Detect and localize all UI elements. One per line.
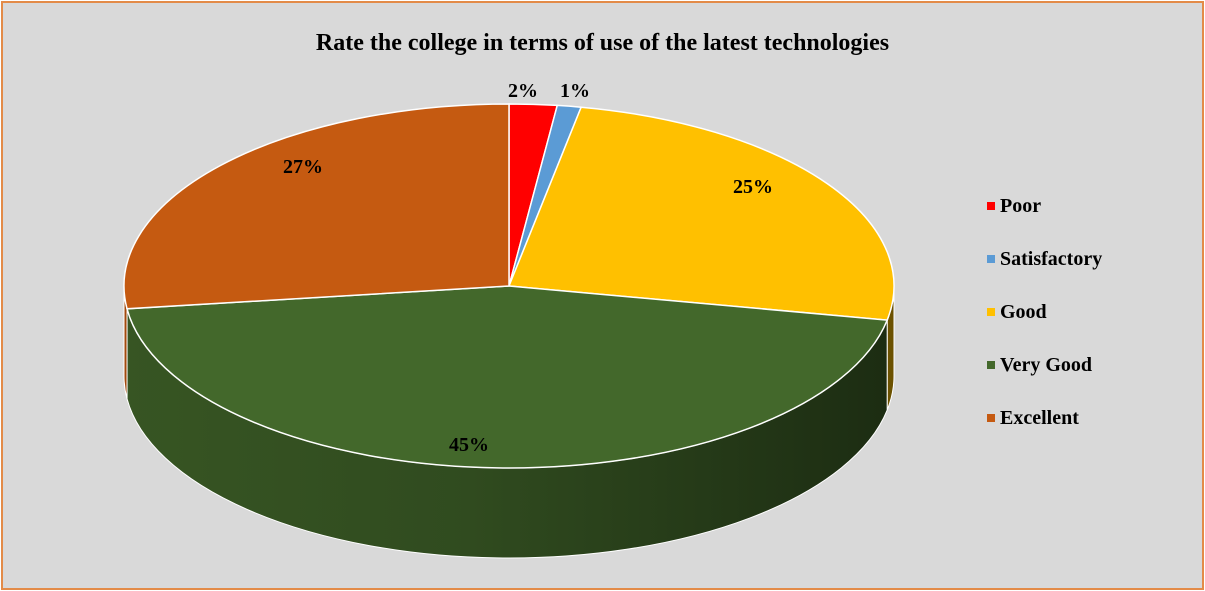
legend-swatch-excellent	[987, 414, 995, 422]
legend-label-very-good: Very Good	[1000, 353, 1093, 376]
pie-sides	[123, 285, 895, 559]
pie-data-labels: 2% 1% 25% 45% 27%	[283, 80, 773, 456]
data-label-satisfactory: 1%	[560, 80, 590, 102]
legend: Poor Satisfactory Good Very Good Excellent	[987, 193, 1102, 458]
legend-item-excellent: Excellent	[987, 405, 1102, 431]
legend-swatch-good	[987, 308, 995, 316]
legend-item-poor: Poor	[987, 193, 1102, 219]
legend-swatch-satisfactory	[987, 255, 995, 263]
legend-label-satisfactory: Satisfactory	[1000, 247, 1103, 270]
data-label-good: 25%	[733, 176, 773, 198]
legend-label-excellent: Excellent	[1000, 406, 1079, 429]
legend-item-satisfactory: Satisfactory	[987, 246, 1102, 272]
legend-label-good: Good	[1000, 300, 1047, 323]
data-label-excellent: 27%	[283, 156, 323, 178]
legend-item-good: Good	[987, 299, 1102, 325]
pie-tops	[123, 103, 895, 469]
legend-swatch-poor	[987, 202, 995, 210]
data-label-poor: 2%	[508, 80, 538, 102]
pie-slice-very-good	[126, 285, 889, 469]
pie-slice-good	[507, 106, 895, 321]
legend-swatch-very-good	[987, 361, 995, 369]
chart-title: Rate the college in terms of use of the …	[315, 30, 890, 56]
legend-item-very-good: Very Good	[987, 352, 1102, 378]
data-label-very-good: 45%	[449, 434, 489, 456]
pie-slice-excellent	[123, 103, 510, 310]
pie-chart: 2% 1% 25% 45% 27%	[123, 80, 895, 559]
legend-label-poor: Poor	[1000, 194, 1042, 217]
